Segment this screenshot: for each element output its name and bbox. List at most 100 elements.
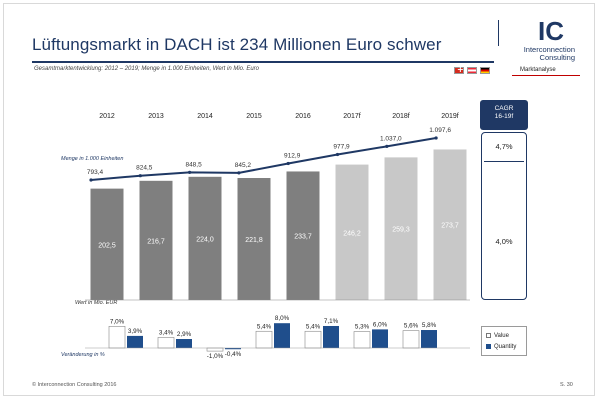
switzerland-flag-icon [454, 65, 464, 74]
value-bar-label: 216,7 [147, 238, 165, 245]
cagr-divider [484, 161, 524, 162]
austria-flag-icon [467, 67, 477, 74]
quantity-series-label: Menge in 1.000 Einheiten [61, 156, 123, 162]
change-quantity-bar [323, 325, 339, 348]
change-value-label: 5,3% [355, 324, 370, 331]
change-value-label: 3,4% [159, 329, 174, 336]
value-bar-label: 233,7 [294, 234, 312, 241]
quantity-point-label: 1.097,6 [429, 127, 451, 134]
legend: Value Quantity [481, 326, 527, 356]
value-bar [286, 171, 320, 300]
change-quantity-bar [421, 330, 437, 348]
change-value-label: 5,4% [257, 323, 272, 330]
quantity-point [434, 136, 438, 140]
germany-flag-icon [480, 67, 490, 74]
legend-item-value: Value [486, 330, 526, 341]
change-quantity-bar [176, 339, 192, 348]
change-value-label: 5,6% [404, 323, 419, 330]
value-bar [335, 164, 369, 300]
quantity-point [237, 171, 241, 175]
logo-line-1: Interconnection [523, 45, 575, 54]
cagr-header: CAGR 16-19f [480, 100, 528, 130]
legend-value-label: Value [494, 332, 509, 339]
section-divider [512, 75, 580, 76]
quantity-line [90, 137, 437, 181]
value-bar-label: 221,8 [245, 237, 263, 244]
quantity-point-label: 824,5 [136, 165, 153, 172]
change-quantity-label: 3,9% [128, 328, 143, 335]
value-bar [188, 176, 222, 300]
page-title: Lüftungsmarkt in DACH ist 234 Millionen … [32, 35, 442, 54]
change-quantity-bar [127, 335, 143, 348]
value-bar-label: 246,2 [343, 230, 361, 237]
quantity-point-label: 793,4 [87, 169, 104, 176]
year-label: 2015 [246, 113, 262, 120]
legend-item-quantity: Quantity [486, 341, 526, 352]
year-label: 2013 [148, 113, 164, 120]
quantity-point [385, 144, 389, 148]
page-subtitle: Gesamtmarktentwicklung: 2012 – 2019; Men… [34, 66, 260, 72]
company-logo: Interconnection Consulting [503, 46, 575, 62]
quantity-point [335, 152, 340, 157]
value-bar-label: 224,0 [196, 236, 214, 243]
change-quantity-bar [274, 323, 290, 348]
change-quantity-label: 8,0% [275, 315, 290, 322]
value-bar [384, 157, 418, 300]
value-bar-label: 202,5 [98, 242, 116, 249]
change-value-bar [255, 330, 273, 349]
logo-line-2: Consulting [539, 52, 575, 62]
change-value-label: 7,0% [110, 318, 125, 325]
change-value-label: 5,4% [306, 323, 321, 330]
change-quantity-bar [225, 348, 241, 350]
change-value-bar [108, 325, 126, 349]
cagr-title: CAGR [494, 105, 514, 112]
cagr-quantity-value: 4,7% [495, 142, 513, 151]
change-value-bar [353, 331, 371, 349]
change-axis-label: Veränderung in % [61, 352, 105, 358]
quantity-point [138, 174, 142, 178]
country-flags [454, 65, 490, 74]
quantity-point [188, 170, 192, 174]
value-bar-label: 273,7 [441, 223, 459, 230]
quantity-point-label: 977,9 [333, 144, 350, 151]
quantity-point-label: 912,9 [284, 153, 301, 160]
logo-divider [498, 20, 499, 46]
change-value-bar [157, 337, 175, 349]
value-bar [237, 178, 271, 300]
year-label: 2017f [343, 113, 361, 120]
legend-quantity-label: Quantity [494, 343, 517, 350]
slide-frame [3, 3, 595, 396]
change-quantity-label: 6,0% [373, 321, 388, 328]
logo-mark: IC [538, 16, 564, 46]
change-quantity-bar [372, 329, 388, 348]
quantity-point [89, 178, 93, 182]
quantity-swatch [486, 344, 491, 349]
year-label: 2012 [99, 113, 115, 120]
cagr-period: 16-19f [494, 113, 514, 121]
change-quantity-label: 2,9% [177, 331, 192, 338]
value-axis-label: Wert in Mio. EUR [75, 300, 117, 306]
year-label: 2018f [392, 113, 410, 120]
value-bar [139, 180, 173, 300]
change-quantity-label: -0,4% [225, 351, 242, 358]
copyright: © Interconnection Consulting 2016 [32, 382, 117, 388]
quantity-point-label: 848,5 [185, 161, 202, 168]
section-label: Marktanalyse [520, 67, 556, 73]
value-bar [433, 149, 467, 300]
year-label: 2019f [441, 113, 459, 120]
change-value-bar [402, 330, 420, 349]
year-label: 2014 [197, 113, 213, 120]
value-swatch [486, 333, 491, 338]
change-quantity-label: 7,1% [324, 318, 339, 325]
cagr-panel [481, 132, 527, 300]
quantity-point [286, 161, 290, 166]
change-quantity-label: 5,8% [422, 322, 437, 329]
change-value-bar [304, 330, 322, 349]
change-value-bar [206, 347, 224, 352]
page-number: S. 30 [560, 382, 573, 388]
quantity-point-label: 1.037,0 [380, 135, 402, 142]
value-bar [90, 188, 124, 300]
cagr-market-value: 4,0% [495, 237, 513, 246]
